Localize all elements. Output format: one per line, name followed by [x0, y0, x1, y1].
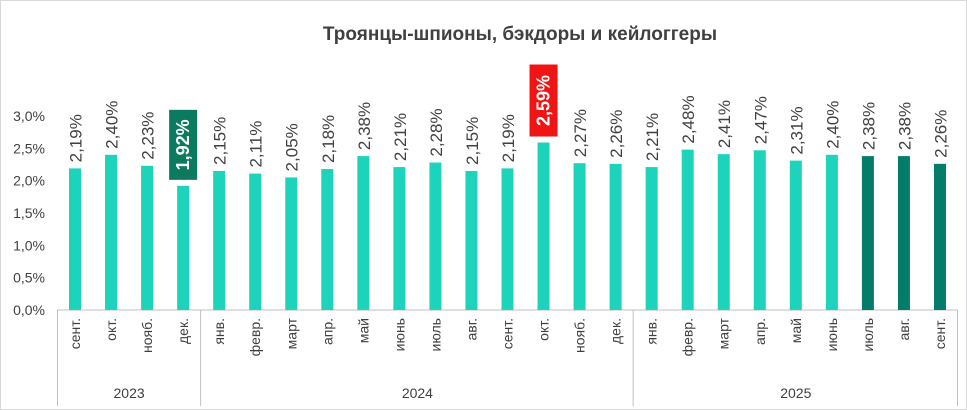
bar: [573, 163, 586, 310]
bar: [357, 156, 370, 310]
x-tick-label: март: [283, 317, 299, 349]
x-tick-label: март: [716, 317, 732, 349]
x-tick-label: янв.: [211, 318, 227, 345]
bar: [393, 167, 406, 310]
x-tick-label: апр.: [752, 318, 768, 345]
data-label: 2,48%: [679, 95, 698, 143]
data-label: 2,28%: [427, 108, 446, 156]
x-tick-label: июнь: [824, 318, 840, 351]
x-tick-label: авг.: [896, 318, 912, 341]
x-tick-label: сент.: [500, 318, 516, 349]
bar: [681, 149, 694, 310]
bar: [213, 170, 226, 310]
bar: [789, 160, 802, 310]
y-tick-label: 2,0%: [13, 173, 45, 189]
y-tick-label: 0,0%: [13, 302, 45, 318]
x-tick-label: дек.: [608, 318, 624, 344]
year-label: 2023: [114, 385, 145, 401]
y-tick-label: 1,5%: [13, 205, 45, 221]
bar: [537, 142, 550, 310]
data-label: 2,38%: [355, 102, 374, 150]
x-tick-label: май: [788, 318, 804, 343]
bar: [645, 167, 658, 310]
bar: [501, 168, 514, 310]
x-tick-label: сент.: [67, 318, 83, 349]
data-label: 2,19%: [67, 114, 86, 162]
data-label: 2,40%: [823, 101, 842, 149]
x-tick-label: нояб.: [139, 318, 155, 353]
data-label: 2,38%: [895, 102, 914, 150]
data-label: 1,92%: [173, 119, 193, 170]
y-tick-label: 2,5%: [13, 140, 45, 156]
data-label: 2,31%: [787, 106, 806, 154]
data-label: 2,47%: [751, 96, 770, 144]
bar: [177, 185, 190, 310]
data-label: 2,23%: [139, 112, 158, 160]
data-label: 2,18%: [319, 115, 338, 163]
x-tick-label: дек.: [175, 318, 191, 344]
bar: [897, 156, 910, 310]
bar: [825, 154, 838, 310]
data-label: 2,40%: [103, 101, 122, 149]
bar: [861, 156, 874, 310]
x-tick-label: янв.: [644, 318, 660, 345]
x-tick-label: окт.: [103, 318, 119, 341]
x-tick-label: июнь: [391, 318, 407, 351]
data-label: 2,38%: [859, 102, 878, 150]
x-tick-label: окт.: [536, 318, 552, 341]
x-tick-label: февр.: [247, 318, 263, 356]
bar: [465, 170, 478, 310]
bar: [141, 165, 154, 310]
x-tick-label: нояб.: [572, 318, 588, 353]
data-label: 2,21%: [391, 113, 410, 161]
y-tick-label: 0,5%: [13, 270, 45, 286]
x-tick-label: июль: [427, 318, 443, 351]
bar: [717, 154, 730, 310]
data-label: 2,19%: [499, 114, 518, 162]
bar: [609, 163, 622, 310]
chart-title: Троянцы-шпионы, бэкдоры и кейлоггеры: [322, 24, 718, 45]
bar: [753, 150, 766, 310]
bar: [933, 163, 946, 310]
bar: [69, 168, 82, 310]
max-value-badge: [529, 64, 558, 137]
y-tick-label: 1,0%: [13, 237, 45, 253]
data-label: 2,26%: [931, 110, 950, 158]
data-label: 2,27%: [571, 109, 590, 157]
bar: [105, 154, 118, 310]
x-tick-label: сент.: [932, 318, 948, 349]
year-label: 2025: [780, 385, 811, 401]
x-tick-label: июль: [860, 318, 876, 351]
data-label: 2,15%: [463, 117, 482, 165]
data-label: 2,59%: [534, 75, 554, 126]
year-label: 2024: [402, 385, 433, 401]
data-label: 2,15%: [211, 117, 230, 165]
x-tick-label: май: [355, 318, 371, 343]
y-tick-label: 3,0%: [13, 108, 45, 124]
x-tick-label: февр.: [680, 318, 696, 356]
data-label: 2,26%: [607, 110, 626, 158]
min-value-badge: [169, 109, 198, 180]
bar: [249, 173, 262, 310]
data-label: 2,05%: [283, 123, 302, 171]
data-label: 2,41%: [715, 100, 734, 148]
x-tick-label: авг.: [463, 318, 479, 341]
bar: [429, 162, 442, 310]
data-label: 2,11%: [247, 121, 266, 168]
bar: [321, 169, 334, 310]
data-label: 2,21%: [643, 113, 662, 161]
x-tick-label: апр.: [319, 318, 335, 345]
bar: [285, 177, 298, 310]
